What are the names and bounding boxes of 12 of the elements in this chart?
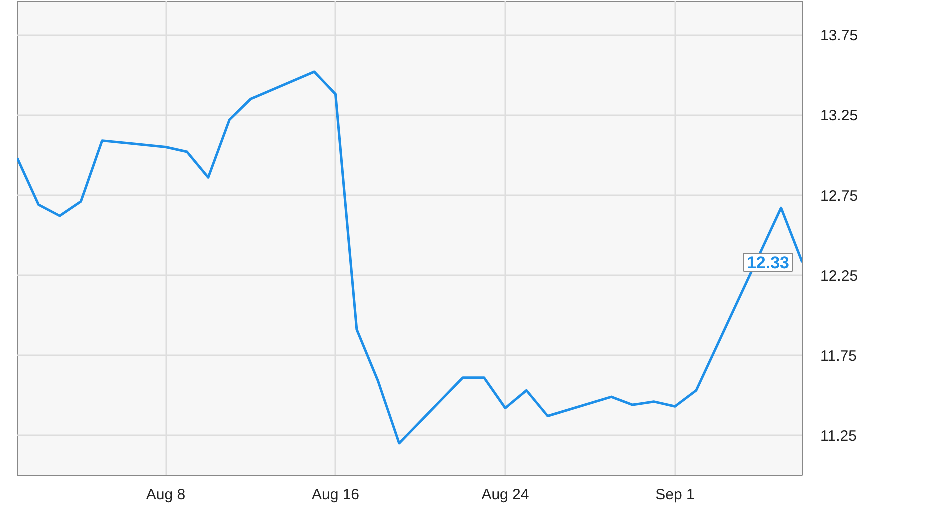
annotation: 12.33: [746, 254, 790, 273]
x-tick-label: Aug 24: [482, 486, 530, 504]
y-tick-label: 13.75: [820, 28, 858, 45]
y-tick-label: 12.25: [820, 268, 858, 285]
x-tick-label: Sep 1: [656, 486, 695, 504]
line-series: [18, 70, 802, 445]
y-tick-label: 11.75: [820, 348, 857, 365]
y-tick-label: 13.25: [820, 108, 858, 125]
x-tick-label: Aug 8: [146, 486, 186, 504]
y-tick-label: 11.25: [820, 428, 857, 445]
x-tick-label: Aug 16: [312, 486, 360, 504]
y-tick-label: 12.75: [820, 188, 858, 205]
